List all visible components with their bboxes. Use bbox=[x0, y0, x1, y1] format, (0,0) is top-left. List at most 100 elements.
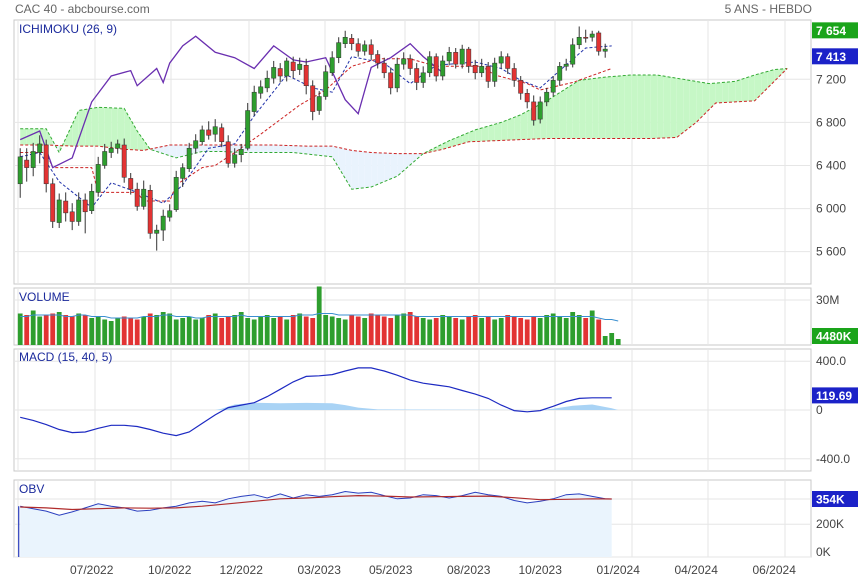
volume-bar bbox=[609, 333, 615, 345]
candle-body bbox=[589, 33, 595, 38]
cloud-segment bbox=[735, 79, 742, 102]
obv-signal-line bbox=[20, 494, 612, 511]
volume-bar bbox=[459, 319, 465, 345]
candle-body bbox=[17, 156, 23, 185]
volume-bar bbox=[362, 318, 368, 345]
candle-body bbox=[63, 200, 69, 214]
candle-body bbox=[24, 159, 30, 168]
volume-bar bbox=[69, 316, 75, 345]
cloud-segment bbox=[481, 126, 489, 142]
cloud-segment bbox=[559, 88, 567, 139]
volume-bar bbox=[258, 316, 264, 345]
candle-body bbox=[102, 151, 108, 166]
cloud-segment bbox=[611, 76, 619, 139]
candle-body bbox=[193, 140, 199, 149]
cloud-segment bbox=[637, 74, 645, 139]
x-axis-label: 05/2023 bbox=[369, 563, 413, 577]
cloud-segment bbox=[254, 144, 261, 153]
volume-bar bbox=[30, 310, 36, 345]
candle-body bbox=[167, 210, 173, 218]
candle-body bbox=[141, 188, 147, 207]
volume-bar bbox=[576, 315, 582, 345]
volume-bar bbox=[95, 316, 101, 345]
candle-body bbox=[232, 154, 238, 164]
cloud-segment bbox=[514, 114, 521, 140]
candle-body bbox=[251, 91, 257, 112]
candle-body bbox=[518, 80, 524, 94]
candle-body bbox=[498, 56, 504, 64]
volume-value-badge-bg bbox=[812, 328, 858, 344]
macd-value-badge-bg bbox=[812, 387, 858, 404]
cloud-segment bbox=[293, 145, 300, 154]
obv-tick-label: 0K bbox=[816, 545, 831, 559]
candle-body bbox=[537, 101, 543, 120]
cloud-segment bbox=[176, 144, 183, 158]
cloud-segment bbox=[280, 145, 287, 153]
cloud-segment bbox=[273, 144, 281, 153]
volume-bar bbox=[375, 315, 381, 345]
candle-body bbox=[414, 68, 420, 83]
senkou-span-a-line bbox=[20, 68, 788, 190]
candle-body bbox=[277, 68, 283, 77]
volume-bar bbox=[336, 318, 342, 345]
macd-panel-title: MACD (15, 40, 5) bbox=[19, 350, 112, 364]
last-price-badge-bg bbox=[812, 22, 858, 39]
price-tick-label: 5 600 bbox=[816, 245, 846, 259]
volume-bar bbox=[297, 313, 303, 345]
volume-bar bbox=[238, 312, 244, 345]
candle-body bbox=[238, 149, 244, 155]
volume-bar bbox=[43, 315, 49, 345]
volume-bar bbox=[427, 319, 433, 345]
volume-bar bbox=[154, 315, 160, 345]
volume-bar bbox=[498, 318, 504, 345]
cloud-segment bbox=[72, 110, 79, 147]
candle-body bbox=[440, 60, 446, 77]
volume-bar bbox=[472, 315, 478, 345]
volume-bar bbox=[63, 315, 69, 345]
volume-bar bbox=[550, 313, 556, 345]
volume-bar bbox=[108, 321, 114, 345]
volume-tick-label: 30M bbox=[816, 293, 839, 307]
cloud-segment bbox=[137, 130, 144, 151]
candle-body bbox=[258, 86, 264, 94]
candle-body bbox=[128, 178, 134, 190]
volume-bar bbox=[232, 315, 238, 345]
candle-body bbox=[381, 62, 387, 74]
candle-body bbox=[362, 44, 368, 52]
cloud-segment bbox=[85, 108, 92, 147]
cloud-segment bbox=[104, 107, 112, 148]
candle-body bbox=[160, 215, 166, 231]
candle-body bbox=[329, 57, 335, 74]
cloud-segment bbox=[501, 119, 508, 141]
volume-bar bbox=[589, 310, 595, 345]
candle-body bbox=[485, 66, 491, 82]
cloud-segment bbox=[163, 144, 170, 156]
cloud-segment bbox=[325, 146, 333, 157]
volume-bar bbox=[24, 315, 30, 345]
volume-bar bbox=[394, 315, 400, 345]
cloud-segment bbox=[715, 82, 723, 103]
volume-bar bbox=[596, 319, 602, 345]
volume-bar bbox=[264, 315, 270, 345]
candle-body bbox=[563, 63, 569, 67]
cloud-segment bbox=[377, 152, 385, 185]
obv-panel-title: OBV bbox=[19, 482, 44, 496]
candle-body bbox=[531, 101, 537, 121]
x-axis-label: 07/2022 bbox=[70, 563, 114, 577]
cloud-segment bbox=[390, 153, 398, 179]
candle-body bbox=[173, 177, 179, 210]
cloud-segment bbox=[124, 108, 131, 150]
x-axis-label: 10/2023 bbox=[519, 563, 563, 577]
volume-bar bbox=[492, 319, 498, 345]
price-tick-label: 7 200 bbox=[816, 72, 846, 86]
volume-bar bbox=[602, 336, 608, 345]
candle-body bbox=[459, 48, 465, 65]
cloud-segment bbox=[761, 71, 768, 95]
cloud-segment bbox=[26, 128, 34, 145]
volume-bar bbox=[414, 316, 420, 345]
cloud-segment bbox=[520, 111, 528, 140]
obv-value-badge: 354K bbox=[816, 493, 845, 507]
candle-body bbox=[76, 199, 82, 222]
cloud-segment bbox=[618, 75, 625, 139]
